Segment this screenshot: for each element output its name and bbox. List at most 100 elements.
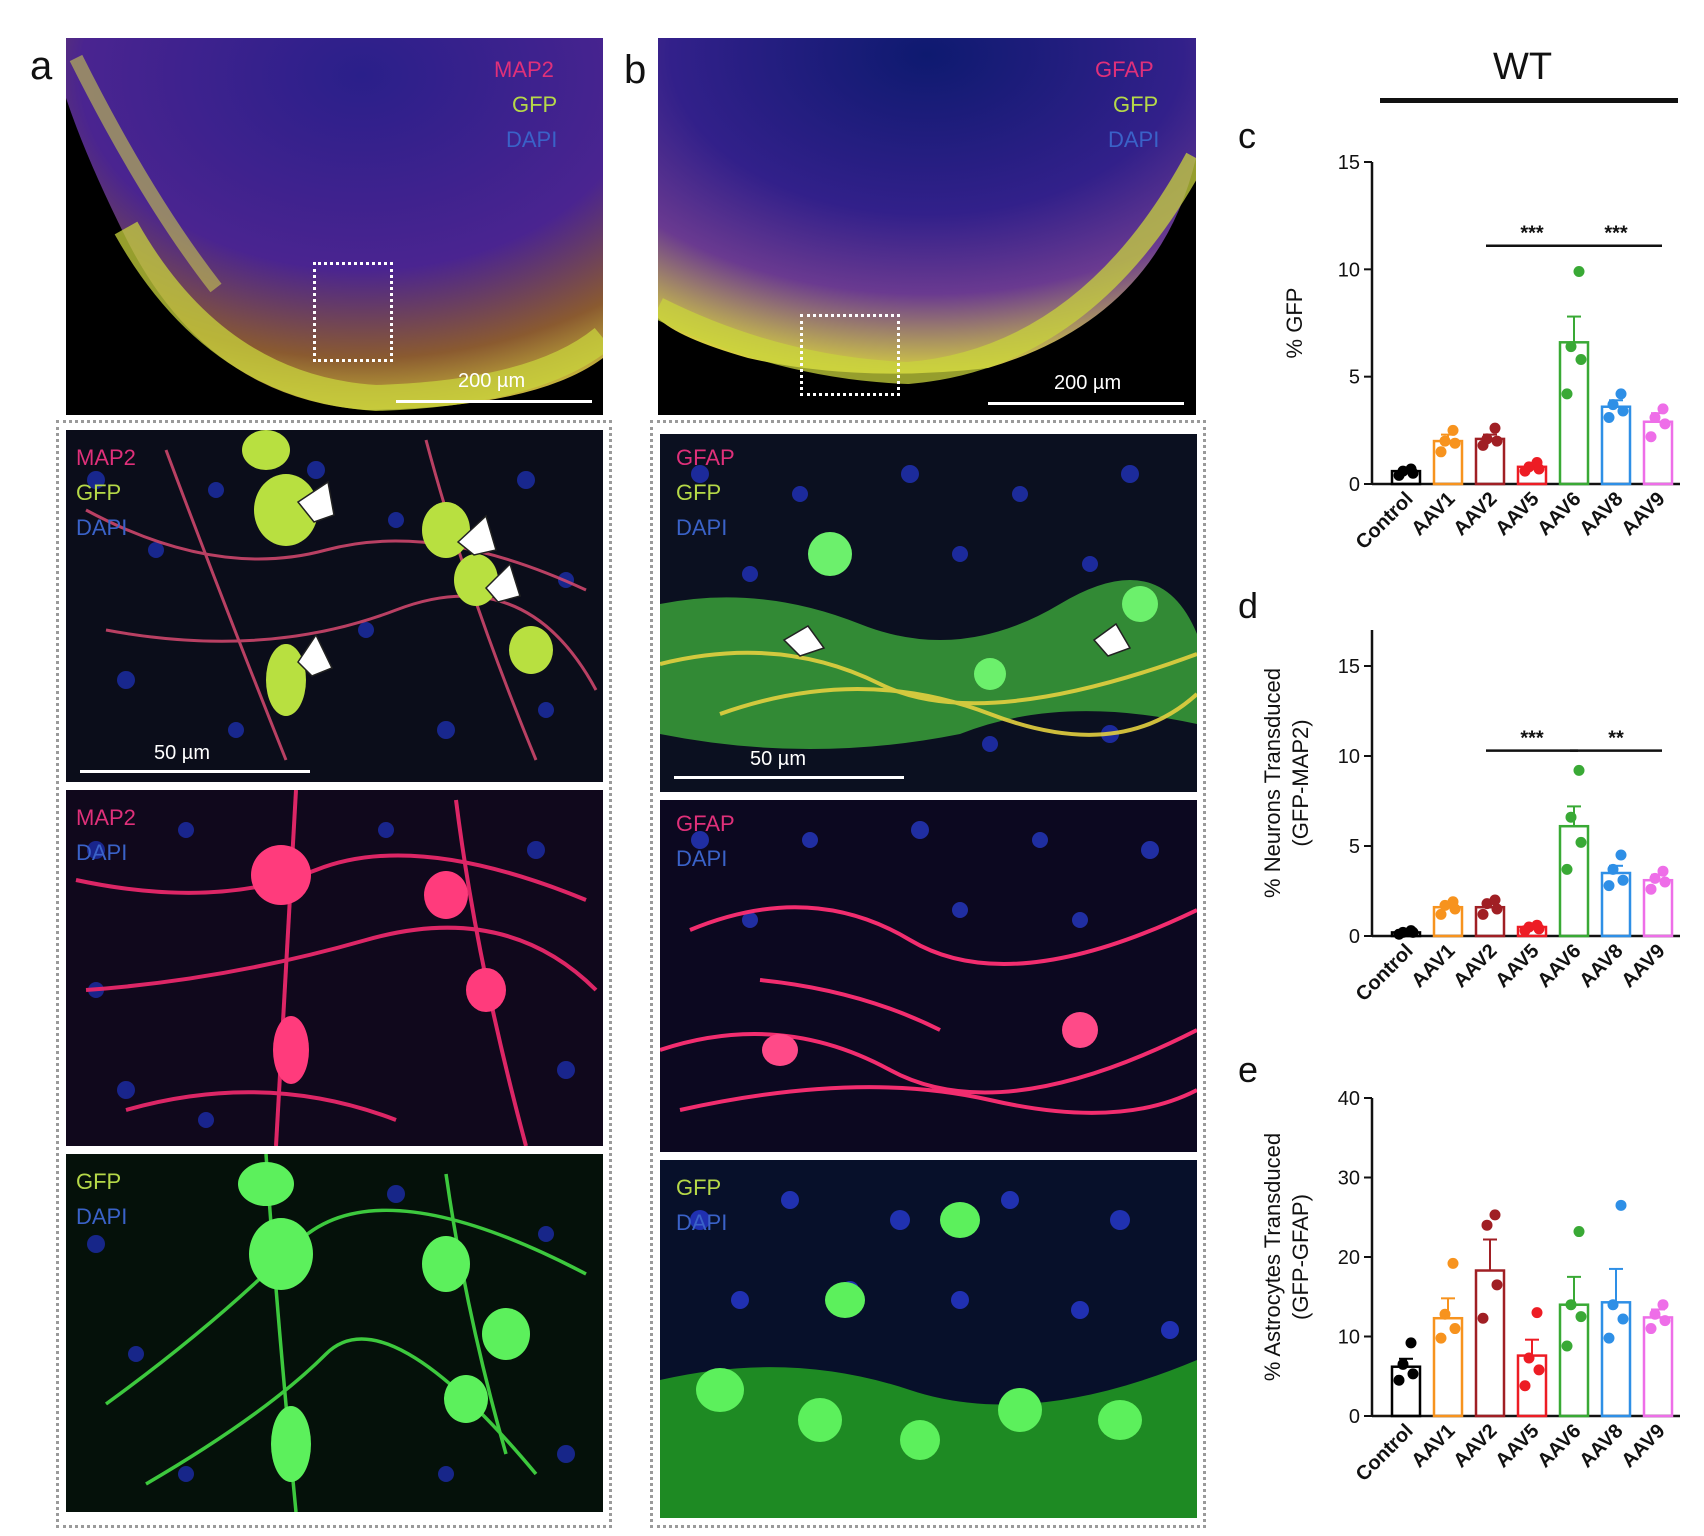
- data-point: [1447, 1257, 1459, 1269]
- data-point: [1603, 411, 1615, 423]
- panel-b-merge-image: GFAP GFP DAPI 50 µm: [660, 434, 1197, 792]
- data-point: [1573, 1226, 1585, 1238]
- y-tick-label: 0: [1349, 474, 1360, 496]
- channel-label-dapi: DAPI: [76, 1204, 128, 1229]
- channel-label-gfap: GFAP: [676, 445, 735, 470]
- channel-label-map2: MAP2: [76, 805, 136, 830]
- data-point: [1477, 908, 1489, 920]
- panel-c-label: c: [1238, 115, 1256, 156]
- data-point: [1657, 865, 1669, 877]
- data-point: [1615, 849, 1627, 861]
- data-point: [1489, 1209, 1501, 1221]
- bar-aav6: [1558, 1303, 1590, 1418]
- data-point: [1435, 908, 1447, 920]
- data-point: [1531, 919, 1543, 931]
- channel-label-gfp: GFP: [512, 92, 558, 117]
- zoom-region-box: [800, 314, 900, 396]
- y-axis-label: (GFP-GFAP): [1288, 1194, 1313, 1320]
- scale-bar: [396, 400, 592, 403]
- data-point: [1397, 1358, 1409, 1370]
- zoom-region-box: [313, 262, 393, 362]
- y-tick-label: 30: [1338, 1168, 1360, 1190]
- y-axis-label: (GFP-MAP2): [1288, 719, 1313, 846]
- x-tick-label: AAV5: [1491, 488, 1543, 540]
- y-tick-label: 20: [1338, 1247, 1360, 1269]
- bar-aav6: [1558, 824, 1590, 938]
- y-tick-label: 40: [1338, 1088, 1360, 1110]
- panel-b-label: b: [624, 48, 647, 92]
- y-tick-label: 5: [1349, 836, 1360, 858]
- y-axis-label: % Astrocytes Transduced: [1260, 1133, 1285, 1381]
- data-point: [1615, 1199, 1627, 1211]
- data-point: [1407, 1368, 1419, 1380]
- panel-e-label: e: [1238, 1050, 1258, 1090]
- y-axis-label: % Neurons Transduced: [1260, 668, 1285, 898]
- x-tick-label: AAV1: [1407, 1420, 1459, 1472]
- data-point: [1447, 896, 1459, 908]
- channel-label-dapi: DAPI: [76, 515, 128, 540]
- data-point: [1575, 1311, 1587, 1323]
- data-point: [1405, 463, 1417, 475]
- channel-label-gfp: GFP: [676, 480, 722, 505]
- significance-label: ***: [1604, 223, 1628, 245]
- channel-label-gfp: GFP: [676, 1175, 722, 1200]
- data-point: [1565, 811, 1577, 823]
- data-point: [1477, 1312, 1489, 1324]
- data-point: [1405, 925, 1417, 937]
- data-point: [1491, 435, 1503, 447]
- x-tick-label: AAV2: [1449, 940, 1501, 992]
- scale-bar: [674, 776, 904, 779]
- channel-label-gfp: GFP: [1113, 92, 1159, 117]
- data-point: [1393, 1374, 1405, 1386]
- channel-label-gfp: GFP: [76, 480, 122, 505]
- data-point: [1649, 872, 1661, 884]
- x-tick-label: AAV1: [1407, 488, 1459, 540]
- data-point: [1565, 341, 1577, 353]
- data-point: [1607, 863, 1619, 875]
- channel-label-dapi: DAPI: [76, 840, 128, 865]
- data-point: [1435, 1332, 1447, 1344]
- data-point: [1435, 446, 1447, 458]
- panel-b-gfp-image: GFP DAPI: [660, 1160, 1197, 1518]
- scale-bar-label: 50 µm: [750, 748, 806, 770]
- x-tick-label: AAV6: [1533, 1420, 1585, 1472]
- data-point: [1575, 836, 1587, 848]
- channel-label-dapi: DAPI: [676, 846, 728, 871]
- significance-label: ***: [1520, 728, 1544, 750]
- data-point: [1439, 435, 1451, 447]
- panel-a-overview-image: 200 µm MAP2 GFP DAPI: [66, 38, 603, 415]
- x-tick-label: AAV6: [1533, 940, 1585, 992]
- data-point: [1617, 405, 1629, 417]
- y-tick-label: 0: [1349, 926, 1360, 948]
- data-point: [1573, 764, 1585, 776]
- data-point: [1489, 422, 1501, 434]
- data-point: [1481, 433, 1493, 445]
- panel-a-map2-image: MAP2 DAPI: [66, 790, 603, 1146]
- data-point: [1449, 1323, 1461, 1335]
- data-point: [1659, 418, 1671, 430]
- channel-label-dapi: DAPI: [676, 1210, 728, 1235]
- x-tick-label: AAV9: [1617, 1420, 1669, 1472]
- chart-d: d 0 5 10 15 % Neurons Transduced (GFP-MAP2) Con…: [1238, 590, 1680, 1006]
- data-point: [1645, 883, 1657, 895]
- panel-b-overview-image: 200 µm GFAP GFP DAPI: [658, 38, 1196, 415]
- x-tick-label: AAV9: [1617, 488, 1669, 540]
- x-tick-label: AAV1: [1407, 940, 1459, 992]
- data-point: [1573, 265, 1585, 277]
- y-tick-label: 10: [1338, 1327, 1360, 1349]
- x-tick-label: AAV8: [1575, 488, 1627, 540]
- data-point: [1531, 1307, 1543, 1319]
- panel-d-label: d: [1238, 590, 1258, 626]
- channel-label-dapi: DAPI: [1108, 127, 1160, 152]
- channel-label-dapi: DAPI: [506, 127, 558, 152]
- y-tick-label: 10: [1338, 746, 1360, 768]
- x-tick-label: AAV5: [1491, 1420, 1543, 1472]
- significance-label: **: [1608, 728, 1624, 750]
- data-point: [1607, 399, 1619, 411]
- x-tick-label: AAV5: [1491, 940, 1543, 992]
- group-label-wt: WT: [1493, 46, 1553, 88]
- scale-bar-label: 50 µm: [154, 742, 210, 764]
- data-point: [1657, 403, 1669, 415]
- y-tick-label: 10: [1338, 259, 1360, 281]
- x-tick-label: AAV2: [1449, 488, 1501, 540]
